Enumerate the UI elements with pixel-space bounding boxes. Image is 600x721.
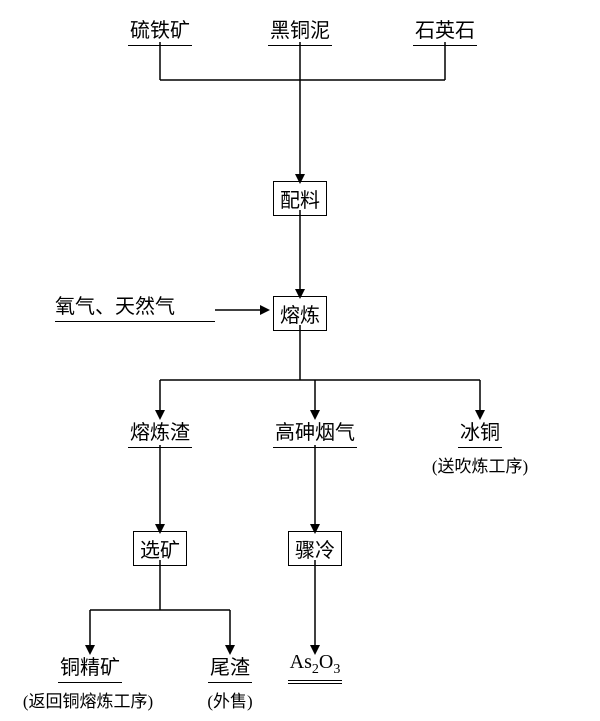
node-input2: 黑铜泥: [260, 14, 340, 46]
node-quench-label: 骤冷: [288, 531, 342, 566]
node-as2o3: As2O3: [280, 651, 350, 684]
node-benef: 选矿: [130, 531, 190, 566]
node-mix-label: 配料: [273, 181, 327, 216]
node-gas: 高砷烟气: [265, 416, 365, 448]
node-matte: 冰铜: [450, 416, 510, 448]
node-matte_sub: (送吹炼工序): [390, 452, 570, 477]
node-mix: 配料: [270, 181, 330, 216]
node-as2o3-label: As2O3: [288, 651, 343, 684]
node-quench: 骤冷: [285, 531, 345, 566]
flowchart-edges: [0, 0, 600, 721]
node-slag: 熔炼渣: [120, 416, 200, 448]
node-tail-label: 尾渣: [208, 651, 252, 683]
node-benef-label: 选矿: [133, 531, 187, 566]
node-conc: 铜精矿: [50, 651, 130, 683]
node-input2-label: 黑铜泥: [268, 14, 332, 46]
node-tail: 尾渣: [200, 651, 260, 683]
node-tail_sub: (外售): [140, 687, 320, 712]
node-gas-label: 高砷烟气: [273, 416, 357, 448]
flowchart-root: 硫铁矿 黑铜泥 石英石配料熔炼 氧气、天然气熔炼渣 高砷烟气 冰铜 (送吹炼工序) 选矿 骤冷铜…: [0, 0, 600, 721]
node-input3-label: 石英石: [413, 14, 477, 46]
node-input1: 硫铁矿: [120, 14, 200, 46]
node-smelt-label: 熔炼: [273, 296, 327, 331]
node-smelt: 熔炼: [270, 296, 330, 331]
node-side_gas: 氧气、天然气: [55, 290, 215, 322]
node-conc-label: 铜精矿: [58, 651, 122, 683]
node-input1-label: 硫铁矿: [128, 14, 192, 46]
node-input3: 石英石: [405, 14, 485, 46]
node-matte-label: 冰铜: [458, 416, 502, 448]
node-slag-label: 熔炼渣: [128, 416, 192, 448]
